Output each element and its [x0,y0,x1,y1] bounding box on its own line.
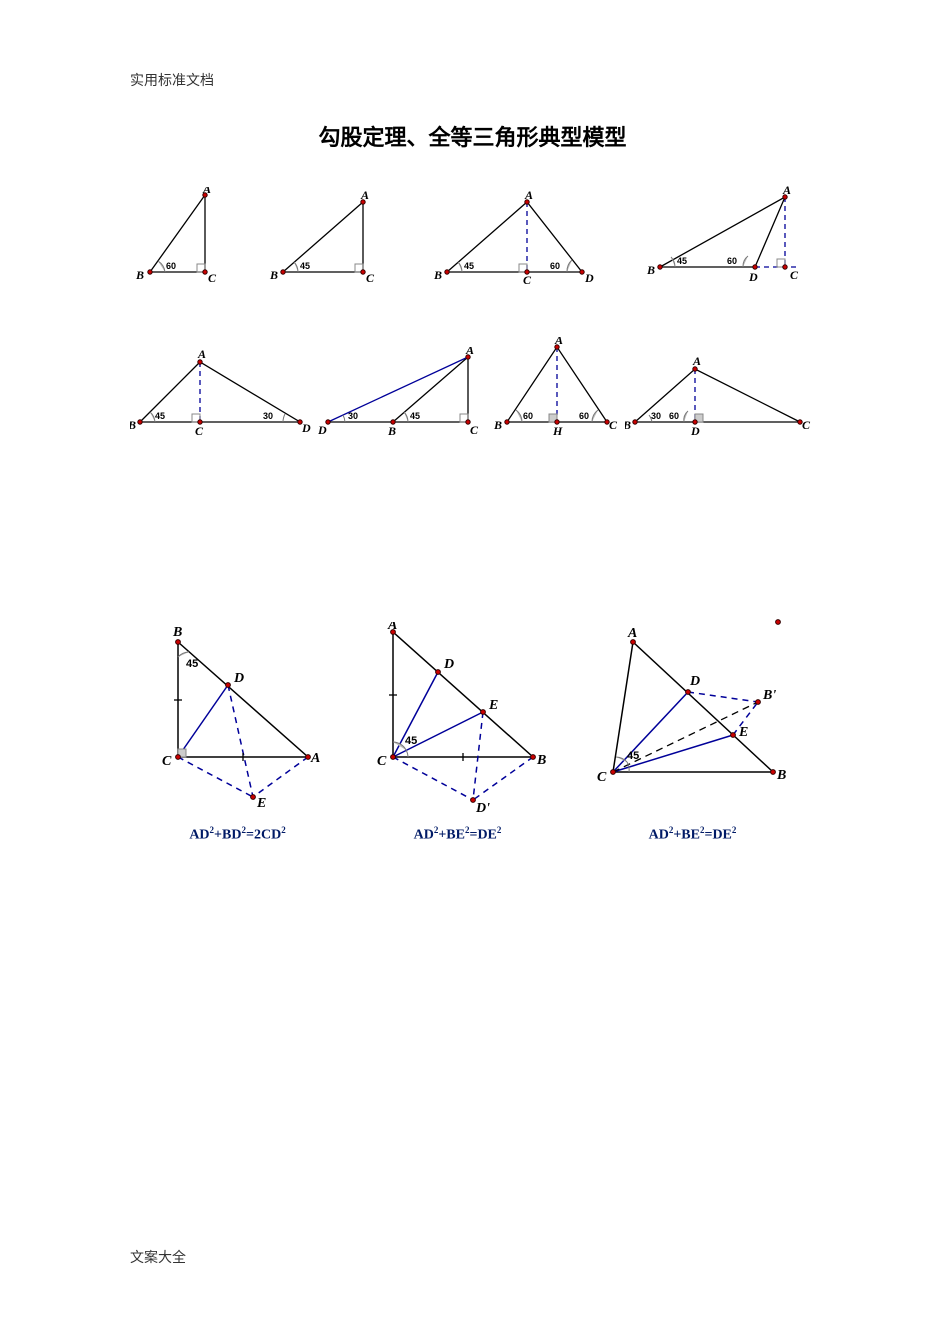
lbl-E: E [488,698,498,713]
fig-r2-1: A B C D 45 30 [130,347,315,437]
lbl-B: B [135,268,144,282]
ang-30: 30 [348,411,358,421]
lbl-A: A [692,357,701,368]
ang-45: 45 [300,261,310,271]
lbl-C: C [208,271,217,285]
lbl-D: D [748,270,758,284]
lbl-C: C [802,418,811,432]
diagram-row-2: A B C D 45 30 A [130,337,815,437]
lbl-B: B [172,625,182,640]
lbl-C: C [597,770,607,785]
ang-45: 45 [155,411,165,421]
lbl-B: B [646,263,655,277]
lbl-C: C [790,268,799,282]
lbl-D: D [443,657,454,672]
lbl-E: E [738,725,748,740]
lbl-A: A [524,188,533,202]
lbl-C: C [162,754,172,769]
lbl-A: A [554,337,563,347]
lbl-C: C [609,418,618,432]
ang-45: 45 [186,658,198,670]
formula-3: AD2+BE2=DE2 [583,825,803,844]
ang-45: 45 [410,411,420,421]
page-title: 勾股定理、全等三角形典型模型 [130,120,815,152]
lbl-A: A [627,626,637,641]
ang-60: 60 [166,261,176,271]
formula-1: AD2+BD2=2CD2 [143,825,333,844]
fig-r2-4: A B C D 60 30 [625,357,815,437]
ang-60: 60 [669,411,679,421]
lbl-H: H [552,424,563,437]
lbl-D: D [318,423,327,437]
lbl-B: B [130,418,136,432]
lbl-C: C [366,271,375,285]
lbl-C: C [377,754,387,769]
fig-r1-3: A B C D 45 60 [432,187,602,287]
lbl-B: B [493,418,502,432]
ang-30: 30 [651,411,661,421]
lbl-B: B [433,268,442,282]
ang-45: 45 [627,750,639,762]
lbl-A: A [310,751,320,766]
lbl-D: D [584,271,594,285]
lbl-C: C [523,273,532,287]
lbl-B: B [387,424,396,437]
fig-r3-3: A C B D E B' 45 AD2+BE2=DE2 [583,617,803,844]
ang-45: 45 [405,735,417,747]
diagram-row-1: A B C 60 A B C 45 [130,182,815,287]
ang-60: 60 [523,411,533,421]
lbl-C: C [470,423,479,437]
ang-45: 45 [677,256,687,266]
lbl-B: B [625,418,631,432]
formula-2: AD2+BE2=DE2 [358,825,558,844]
ang-60: 60 [550,261,560,271]
lbl-A: A [782,183,791,197]
lbl-A: A [465,347,474,357]
lbl-Dp: D' [475,801,490,816]
lbl-E: E [256,796,266,811]
lbl-A: A [387,622,397,633]
fig-r3-1: B C A D E 45 AD2+BD2=2CD2 [143,622,333,844]
fig-r1-4: A B C D 45 60 [645,182,815,287]
ang-45: 45 [464,261,474,271]
ang-60: 60 [727,256,737,266]
lbl-Bp: B' [762,688,776,703]
lbl-D: D [301,421,311,435]
diagram-row-3: B C A D E 45 AD2+BD2=2CD2 [130,617,815,844]
footer-label: 文案大全 [130,1247,186,1267]
lbl-A: A [360,188,369,202]
lbl-B: B [536,753,546,768]
ang-30: 30 [263,411,273,421]
fig-r2-3: A B C H 60 60 [492,337,622,437]
lbl-B: B [776,768,786,783]
fig-r1-1: A B C 60 [130,187,225,287]
lbl-D: D [233,671,244,686]
lbl-B: B [269,268,278,282]
lbl-C: C [195,424,204,437]
fig-r2-2: A B C D 30 45 [318,347,488,437]
header-label: 实用标准文档 [130,70,815,90]
fig-r1-2: A B C 45 [268,187,388,287]
lbl-D: D [689,674,700,689]
lbl-A: A [202,187,211,196]
fig-r3-2: A C B D E D' 45 AD2+BE2=DE2 [358,622,558,844]
lbl-A: A [197,347,206,361]
ang-60: 60 [579,411,589,421]
lbl-D: D [690,424,700,437]
